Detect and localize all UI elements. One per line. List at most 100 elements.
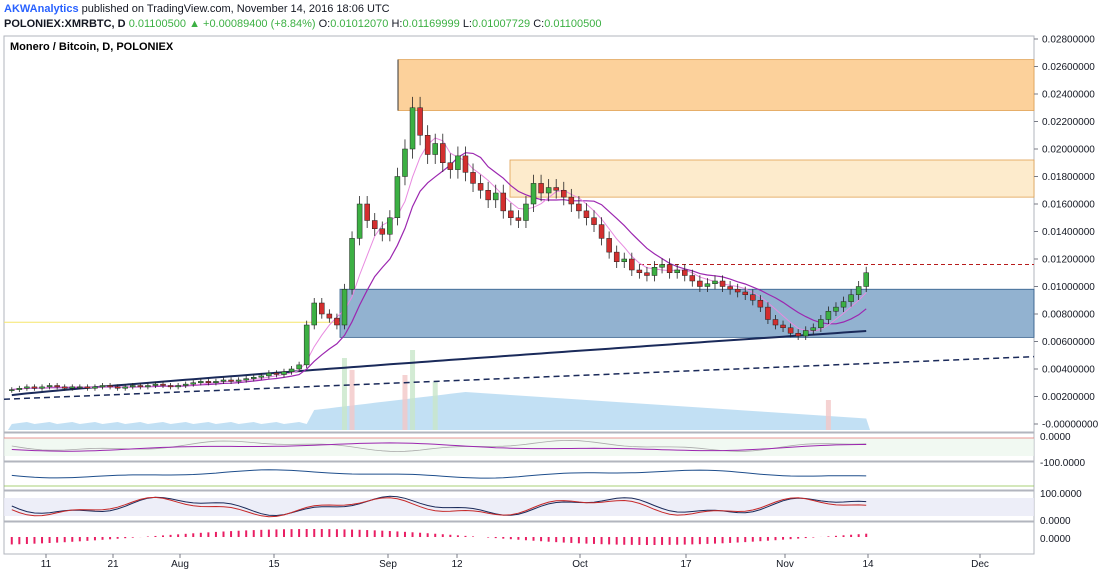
candle-body	[561, 190, 567, 198]
candle-body	[515, 217, 522, 221]
candle-body	[402, 148, 408, 177]
candle-body	[190, 382, 197, 385]
x-tick-label: 11	[41, 559, 52, 570]
candle-body	[364, 203, 370, 221]
candle-body	[568, 196, 575, 205]
publish-line: AKWAnalytics published on TradingView.co…	[4, 2, 390, 16]
stoch-band	[4, 498, 1034, 516]
candle-body	[266, 372, 272, 377]
candle-body	[228, 379, 234, 382]
candle-body	[387, 217, 393, 235]
candle-body	[591, 217, 597, 225]
y-tick-label: 0.00200000	[1042, 392, 1095, 403]
long-ema-line	[11, 330, 867, 397]
ohlc-line: POLONIEX:XMRBTC, D 0.01100500 ▲ +0.00089…	[4, 17, 602, 31]
y-tick-label: 0.02200000	[1042, 117, 1095, 128]
y-tick-label: 0.00400000	[1042, 365, 1095, 376]
candle-body	[802, 330, 809, 337]
candle-body	[69, 386, 76, 389]
candle-body	[167, 385, 174, 388]
open-value: 0.01012070	[330, 18, 389, 30]
x-tick-label: 21	[107, 559, 119, 570]
candle-body	[598, 224, 605, 239]
volume-bar	[432, 382, 438, 430]
y-tick-label: 0.02600000	[1042, 62, 1095, 73]
candle-body	[394, 176, 401, 218]
candle-body	[243, 378, 249, 381]
candle-body	[432, 143, 438, 155]
high-value: 0.01169999	[402, 18, 460, 30]
candle-body	[77, 386, 83, 389]
x-tick-label: 17	[680, 559, 692, 570]
candle-body	[258, 375, 265, 378]
chart-title: Monero / Bitcoin, D, POLONIEX	[10, 41, 174, 53]
candles-layer	[9, 96, 869, 393]
main-pane[interactable]	[3, 35, 1035, 433]
candle-body	[734, 289, 741, 293]
candle-body	[681, 269, 688, 276]
candle-body	[220, 379, 227, 382]
candle-body	[772, 319, 779, 326]
candle-body	[576, 203, 582, 212]
price-axis[interactable]: 0.02800000 0.02600000 0.02400000 0.02200000…	[1034, 35, 1099, 431]
candle-body	[621, 258, 628, 262]
zone-light	[509, 159, 1035, 198]
candle-body	[114, 386, 121, 389]
y-tick-label: 0.02000000	[1042, 145, 1095, 156]
histogram-axis-label: 0.0000	[1040, 534, 1071, 545]
candle-body	[455, 155, 461, 170]
candle-body	[538, 183, 544, 194]
candle-body	[674, 269, 680, 273]
candle-body	[296, 364, 302, 370]
macd-pane[interactable]	[3, 461, 1035, 491]
candle-body	[175, 385, 181, 388]
candle-body	[145, 385, 151, 388]
histogram-pane[interactable]	[3, 521, 1035, 555]
candle-body	[303, 324, 310, 366]
candle-body	[742, 291, 748, 295]
candle-body	[205, 381, 212, 383]
candle-body	[485, 190, 491, 201]
candle-body	[833, 306, 839, 312]
macd-axis-label: -100.0000	[1040, 458, 1085, 469]
candle-body	[863, 272, 869, 287]
stoch-d-line	[11, 496, 867, 518]
author-name[interactable]: AKWAnalytics	[4, 3, 79, 15]
candle-body	[825, 311, 832, 320]
y-tick-label: -0.00000000	[1042, 420, 1099, 431]
candle-body	[349, 238, 355, 290]
candle-body	[704, 283, 711, 287]
rsi-band	[4, 438, 1034, 456]
y-tick-label: 0.00600000	[1042, 337, 1095, 348]
y-tick-label: 0.00800000	[1042, 310, 1095, 321]
y-tick-label: 0.01200000	[1042, 255, 1095, 266]
candle-body	[409, 107, 416, 150]
candle-body	[39, 386, 45, 389]
candle-body	[697, 280, 703, 287]
candle-body	[477, 183, 484, 191]
candle-body	[780, 324, 786, 328]
candle-body	[545, 187, 552, 194]
x-tick-label: Nov	[776, 559, 794, 570]
y-tick-label: 0.01000000	[1042, 282, 1095, 293]
candle-body	[9, 389, 15, 391]
x-tick-label: Oct	[572, 559, 588, 570]
up-arrow-icon: ▲	[189, 18, 200, 30]
candle-body	[54, 385, 60, 388]
time-axis[interactable]: 11 21 Aug 15 Sep 12 Oct 17 Nov 14 Dec	[41, 554, 989, 570]
candle-body	[137, 385, 144, 388]
candle-body	[470, 172, 476, 184]
candle-body	[213, 381, 219, 383]
candle-body	[666, 264, 673, 273]
candle-body	[553, 187, 559, 191]
volume-bar	[402, 375, 408, 430]
candle-body	[727, 286, 733, 290]
candle-body	[719, 280, 726, 287]
y-tick-label: 0.02400000	[1042, 90, 1095, 101]
high-label: H:	[391, 18, 403, 30]
y-tick-label: 0.02800000	[1042, 35, 1095, 46]
volume-bar	[410, 350, 416, 430]
candle-body	[440, 143, 446, 163]
ma-violet-line	[11, 152, 867, 391]
